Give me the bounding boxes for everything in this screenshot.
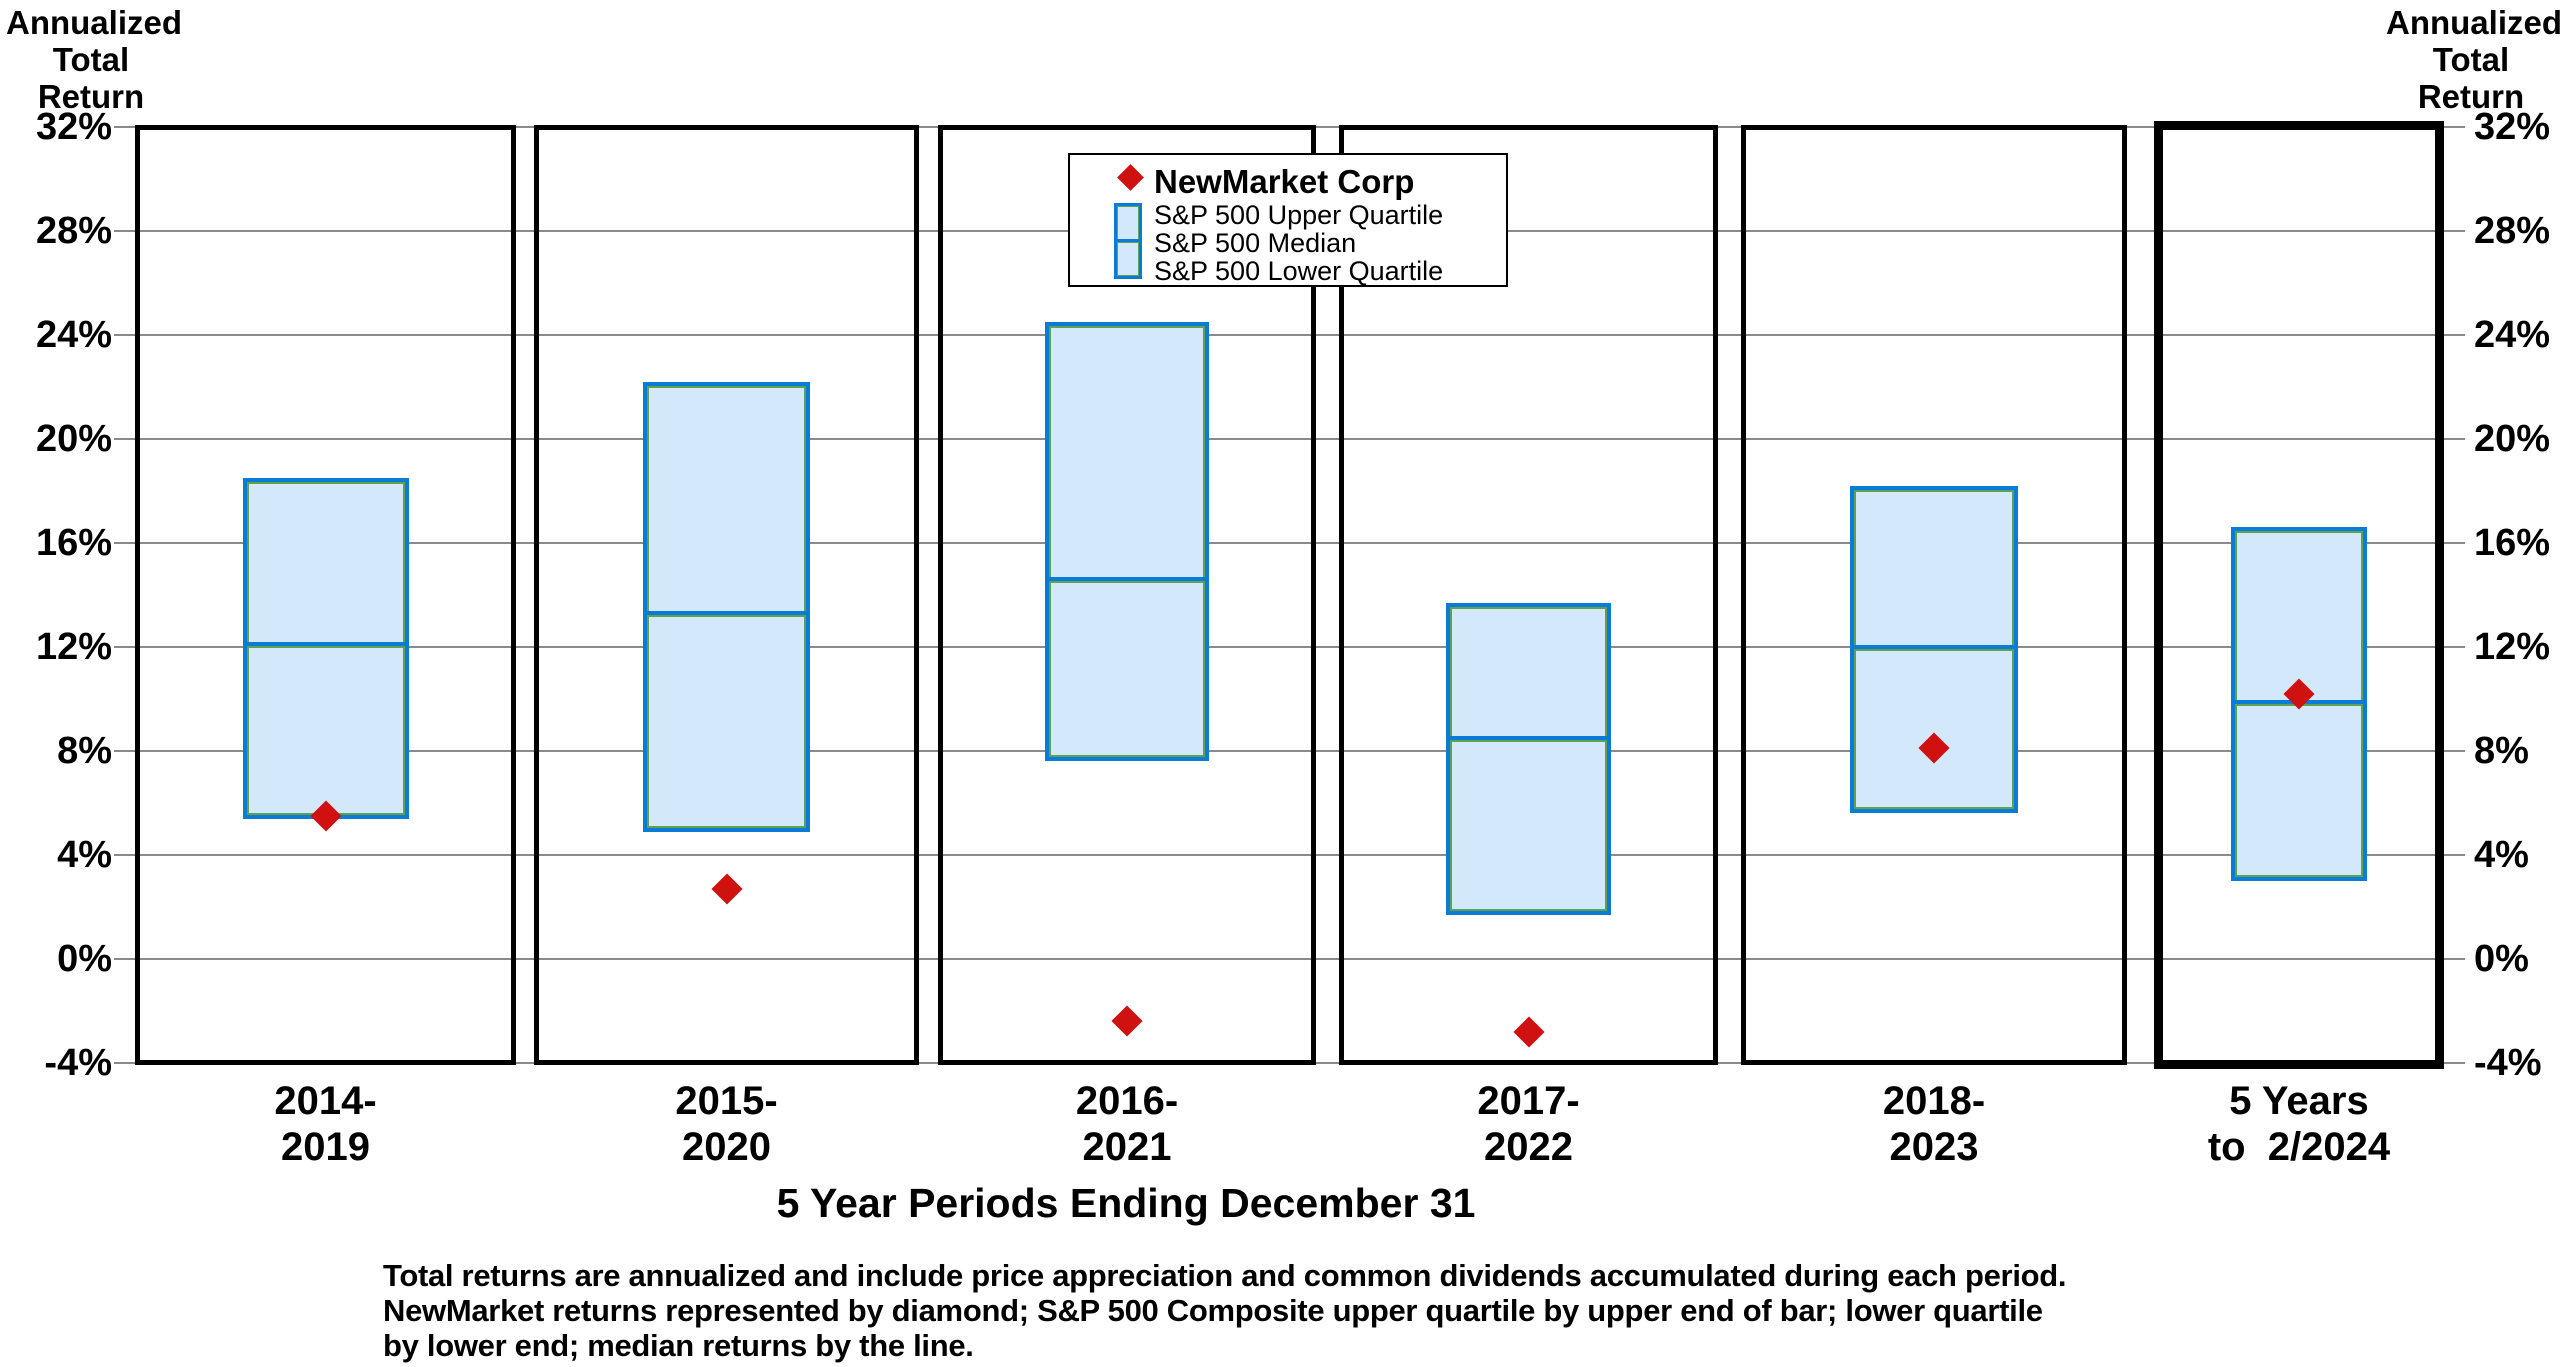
right-tick xyxy=(2444,126,2465,128)
quartile-bar xyxy=(1446,603,1611,915)
left-axis-title: Annualized Total Return xyxy=(6,4,183,115)
left-axis-title-line: Total xyxy=(52,41,130,78)
quartile-bar xyxy=(643,382,810,832)
y-tick-label-right: 8% xyxy=(2474,730,2529,772)
footnote: Total returns are annualized and include… xyxy=(383,1258,2067,1363)
y-tick-label-left: 12% xyxy=(35,626,112,668)
left-axis-title-line: Return xyxy=(37,78,145,115)
gridline xyxy=(135,958,2444,960)
footnote-line: NewMarket returns represented by diamond… xyxy=(383,1293,2043,1328)
y-tick-label-left: 24% xyxy=(35,314,112,356)
y-tick-label-left: 32% xyxy=(35,106,112,148)
right-axis-title-line: Total xyxy=(2432,41,2510,78)
gridline xyxy=(135,334,2444,336)
y-tick-label-left: 16% xyxy=(35,522,112,564)
period-panel xyxy=(534,125,919,1065)
quartile-bar xyxy=(1850,486,2018,813)
legend-series-newmarket: NewMarket Corp xyxy=(1154,163,1415,200)
median-line xyxy=(647,611,806,617)
right-tick xyxy=(2444,646,2465,648)
period-label: 2015- 2020 xyxy=(675,1079,778,1169)
x-axis-title: 5 Year Periods Ending December 31 xyxy=(776,1180,1476,1226)
period-panel xyxy=(2154,121,2444,1069)
y-tick-label-left: -4% xyxy=(44,1042,112,1084)
median-line xyxy=(1854,645,2014,651)
right-axis-title: Annualized Total Return xyxy=(2386,4,2560,115)
y-tick-label-right: 4% xyxy=(2474,834,2529,876)
period-label: 2018- 2023 xyxy=(1882,1079,1986,1169)
y-tick-label-right: 12% xyxy=(2474,626,2551,668)
y-tick-label-left: 28% xyxy=(35,210,112,252)
right-tick xyxy=(2444,334,2465,336)
left-tick xyxy=(114,854,135,856)
gridline xyxy=(135,854,2444,856)
footnote-line: by lower end; median returns by the line… xyxy=(383,1328,974,1363)
period-panel xyxy=(1741,125,2127,1065)
median-line xyxy=(1049,577,1205,583)
y-tick-label-right: 24% xyxy=(2474,314,2551,356)
left-tick xyxy=(114,230,135,232)
right-tick xyxy=(2444,438,2465,440)
left-tick xyxy=(114,958,135,960)
gridline xyxy=(135,438,2444,440)
footnote-line: Total returns are annualized and include… xyxy=(383,1258,2067,1293)
y-tick-label-left: 0% xyxy=(57,938,112,980)
legend-bar-median-icon xyxy=(1117,239,1139,243)
y-tick-label-right: 20% xyxy=(2474,418,2551,460)
right-axis-title-line: Annualized xyxy=(2386,4,2560,41)
right-tick xyxy=(2444,854,2465,856)
y-tick-label-left: 20% xyxy=(35,418,112,460)
quartile-bar xyxy=(243,478,409,819)
right-axis-title-line: Return xyxy=(2417,78,2525,115)
gridline xyxy=(135,750,2444,752)
right-tick xyxy=(2444,230,2465,232)
right-tick xyxy=(2444,750,2465,752)
period-panel xyxy=(1339,125,1718,1065)
left-axis-title-line: Annualized xyxy=(6,4,183,41)
legend: NewMarket Corp S&P 500 Upper Quartile S&… xyxy=(1068,153,1508,287)
period-panel xyxy=(938,125,1316,1065)
y-tick-label-right: -4% xyxy=(2474,1042,2542,1084)
left-tick xyxy=(114,334,135,336)
right-tick xyxy=(2444,958,2465,960)
y-tick-label-left: 8% xyxy=(57,730,112,772)
median-line xyxy=(1450,736,1607,742)
legend-diamond-icon xyxy=(1117,164,1144,191)
y-tick-label-right: 28% xyxy=(2474,210,2551,252)
period-label: 5 Years to 2/2024 xyxy=(2207,1079,2391,1169)
period-panel xyxy=(135,125,516,1065)
y-tick-label-left: 4% xyxy=(57,834,112,876)
quartile-bar xyxy=(1045,322,1209,761)
period-label: 2017- 2022 xyxy=(1477,1079,1580,1169)
median-line xyxy=(247,642,405,648)
left-tick xyxy=(114,750,135,752)
gridline xyxy=(135,542,2444,544)
y-tick-label-right: 32% xyxy=(2474,106,2551,148)
left-tick xyxy=(114,126,135,128)
gridline xyxy=(135,646,2444,648)
right-tick xyxy=(2444,1062,2465,1064)
legend-bar-icon xyxy=(1114,203,1142,279)
legend-median-label: S&P 500 Median xyxy=(1154,228,1357,258)
legend-upper-quartile-label: S&P 500 Upper Quartile xyxy=(1154,200,1444,230)
left-tick xyxy=(114,1062,135,1064)
left-tick xyxy=(114,646,135,648)
period-label: 2014- 2019 xyxy=(274,1079,377,1169)
period-label: 2016- 2021 xyxy=(1075,1079,1179,1169)
legend-quartile-labels: S&P 500 Upper Quartile S&P 500 Median S&… xyxy=(1154,201,1443,285)
y-tick-label-right: 0% xyxy=(2474,938,2529,980)
left-tick xyxy=(114,542,135,544)
y-tick-label-right: 16% xyxy=(2474,522,2551,564)
left-tick xyxy=(114,438,135,440)
legend-lower-quartile-label: S&P 500 Lower Quartile xyxy=(1154,256,1444,286)
right-tick xyxy=(2444,542,2465,544)
